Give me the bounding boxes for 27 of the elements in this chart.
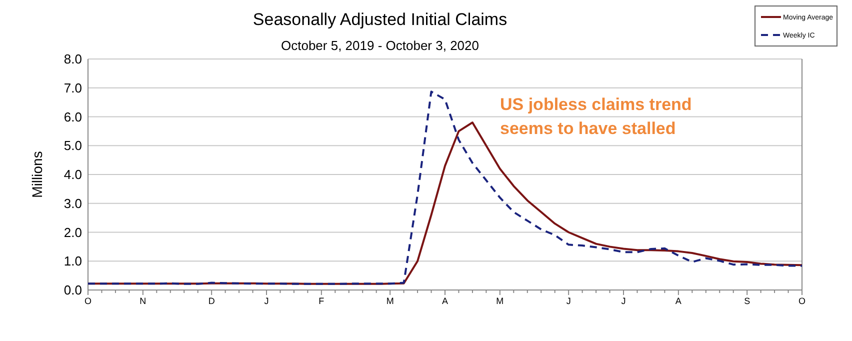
x-tick-label: O — [84, 296, 92, 306]
x-tick-label: S — [744, 296, 750, 306]
y-tick-label: 7.0 — [64, 80, 82, 96]
x-tick-label: J — [264, 296, 269, 306]
y-tick-label: 5.0 — [64, 138, 82, 154]
x-tick-label: D — [208, 296, 216, 306]
y-tick-label: 8.0 — [64, 52, 82, 67]
chart-title: Seasonally Adjusted Initial Claims — [252, 10, 508, 29]
annotation: US jobless claims trend seems to have stalled — [500, 95, 692, 138]
y-tick-label: 2.0 — [64, 224, 82, 240]
x-tick-label: O — [798, 296, 806, 306]
x-tick-label: J — [621, 296, 626, 306]
y-tick-label: 0.0 — [64, 282, 82, 298]
x-tick-label: M — [496, 296, 504, 306]
y-tick-label: 6.0 — [64, 109, 82, 124]
y-tick-label: 3.0 — [64, 196, 82, 211]
x-tick-label: F — [318, 296, 325, 306]
x-tick-label: J — [566, 296, 571, 306]
line-series — [87, 90, 803, 285]
x-tick-label: M — [386, 296, 394, 306]
chart-subtitle: October 5, 2019 - October 3, 2020 — [280, 38, 480, 53]
y-tick-label: 1.0 — [64, 254, 82, 269]
x-tick-label: A — [442, 296, 448, 306]
x-tick-label: N — [140, 296, 146, 306]
y-axis-title: Millions — [29, 151, 45, 198]
x-tick-label: A — [675, 296, 682, 306]
y-tick-label: 4.0 — [64, 167, 82, 182]
